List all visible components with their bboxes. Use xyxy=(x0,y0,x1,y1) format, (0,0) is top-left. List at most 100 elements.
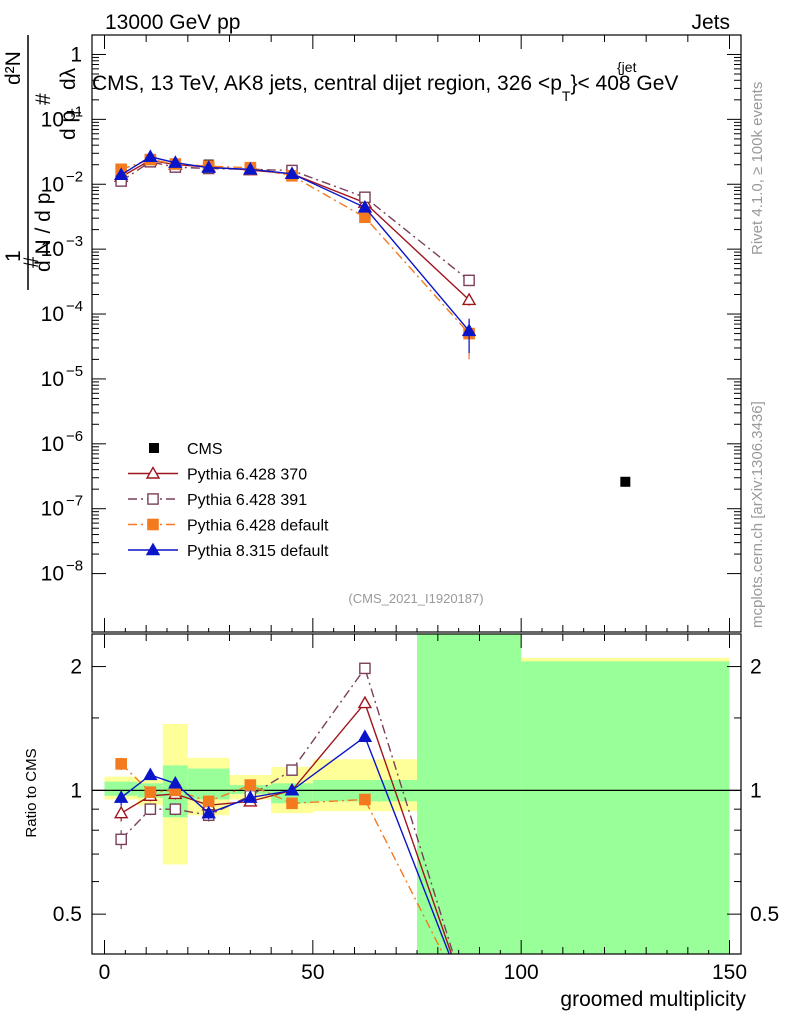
y-ratio-tick-label: 1 xyxy=(70,779,82,802)
main-series-line-4 xyxy=(120,156,470,332)
ratio-point-1-1 xyxy=(144,803,157,815)
y-main-tick-label: 10 xyxy=(41,433,64,456)
y-ratio-tick-label: 0.5 xyxy=(53,903,82,926)
main-point-4-0 xyxy=(113,167,129,180)
y-ratio-tick-label-right: 1 xyxy=(750,779,762,802)
plot-title: CMS, 13 TeV, AK8 jets, central dijet reg… xyxy=(92,72,678,104)
ratio-uncertainty-bands xyxy=(92,634,741,954)
ratio-point-3-4 xyxy=(243,790,258,803)
legend-label-1: Pythia 6.428 370 xyxy=(187,467,307,484)
svg-text:d²N: d²N xyxy=(2,51,25,85)
ratio-point-2-3 xyxy=(202,795,215,808)
y-main-tick-exponent: −6 xyxy=(66,428,83,445)
header-process: Jets xyxy=(691,11,730,34)
legend-label-3: Pythia 6.428 default xyxy=(187,518,329,535)
x-tick-label: 100 xyxy=(504,961,539,984)
y-main-tick-label: 10 xyxy=(41,498,64,521)
ratio-point-1-2 xyxy=(169,803,182,815)
main-point-4-5 xyxy=(284,166,300,179)
band-green-8 xyxy=(521,661,730,954)
y-main-tick-label: 10 xyxy=(41,108,64,131)
main-series-line-3 xyxy=(120,158,470,335)
ratio-point-3-2 xyxy=(168,775,183,789)
svg-text:#: # xyxy=(32,93,55,105)
main-point-4-4 xyxy=(243,161,258,175)
ratio-point-3-3 xyxy=(201,805,216,819)
ratio-y-axis-label: Ratio to CMS xyxy=(23,748,40,837)
y-main-tick-exponent: −8 xyxy=(66,558,83,575)
x-axis-label: groomed multiplicity xyxy=(560,988,746,1011)
svg-text:d p: d p xyxy=(57,111,80,140)
band-green-3 xyxy=(187,768,230,800)
y-main-tick-label: 1 xyxy=(70,43,82,66)
y-main-tick-exponent: −2 xyxy=(66,168,83,185)
main-point-2-7 xyxy=(463,274,475,287)
y-ratio-tick-label-right: 2 xyxy=(750,656,762,679)
legend-label-2: Pythia 6.428 391 xyxy=(187,492,307,509)
main-y-axis-label: # 1 d N / d p # d²N d p T dλ xyxy=(2,35,84,290)
header-energy: 13000 GeV pp xyxy=(105,11,240,34)
band-green-7 xyxy=(417,634,522,954)
plot-title-superscript: {jet xyxy=(617,59,637,75)
x-tick-label: 150 xyxy=(712,961,747,984)
y-main-tick-label: 10 xyxy=(41,368,64,391)
svg-text:#: # xyxy=(20,256,43,268)
analysis-id: (CMS_2021_I1920187) xyxy=(348,591,483,606)
ratio-point-1-0 xyxy=(115,833,127,846)
legend-marker-3 xyxy=(147,518,159,531)
x-tick-label: 50 xyxy=(301,961,324,984)
svg-text:dλ: dλ xyxy=(57,67,80,90)
ratio-point-3-0 xyxy=(113,790,129,803)
ratio-point-2-6 xyxy=(359,793,371,806)
svg-text:d N / d p: d N / d p xyxy=(32,193,55,272)
ratio-point-3-5 xyxy=(284,782,300,796)
y-main-tick-label: 10 xyxy=(41,173,64,196)
y-main-tick-exponent: −7 xyxy=(66,493,83,510)
ratio-point-2-0 xyxy=(115,758,127,770)
main-point-0-8 xyxy=(620,476,631,487)
main-point-4-7 xyxy=(461,323,477,337)
legend-label-4: Pythia 8.315 default xyxy=(187,543,329,560)
main-plot-series xyxy=(113,149,631,487)
ratio-point-3-1 xyxy=(143,767,158,781)
svg-text:T: T xyxy=(68,108,84,117)
y-main-tick-label: 10 xyxy=(41,238,64,261)
y-main-tick-label: 10 xyxy=(41,303,64,326)
y-ratio-tick-label: 2 xyxy=(70,656,82,679)
ratio-point-2-5 xyxy=(286,797,298,810)
ratio-point-0-0 xyxy=(113,805,129,819)
mcplots-label: mcplots.cern.ch [arXiv:1306.3436] xyxy=(749,401,766,628)
legend-marker-2 xyxy=(147,493,159,505)
y-main-tick-exponent: −4 xyxy=(66,298,83,315)
y-ratio-tick-label-right: 0.5 xyxy=(750,903,779,926)
legend-marker-1 xyxy=(145,466,161,479)
main-point-1-7 xyxy=(461,292,477,306)
main-point-4-6 xyxy=(357,199,373,213)
ratio-point-2-1 xyxy=(144,786,157,798)
ratio-point-2-4 xyxy=(244,779,257,791)
legend: CMS Pythia 6.428 370 Pythia 6.428 391 Pythi… xyxy=(128,441,329,560)
svg-text:1: 1 xyxy=(2,250,25,262)
legend-marker-cms xyxy=(149,443,159,453)
legend-label-0: CMS xyxy=(187,441,223,458)
y-main-tick-exponent: −5 xyxy=(66,363,83,380)
main-point-4-1 xyxy=(143,149,158,162)
axis-ticks xyxy=(92,35,741,954)
y-main-tick-label: 10 xyxy=(41,563,64,586)
main-point-4-3 xyxy=(201,160,216,173)
ratio-point-1-6 xyxy=(359,662,371,675)
y-main-tick-exponent: −1 xyxy=(66,103,83,120)
y-main-tick-exponent: −3 xyxy=(66,233,83,250)
ratio-point-0-6 xyxy=(357,695,373,709)
main-point-3-6 xyxy=(359,211,371,224)
x-tick-label: 0 xyxy=(99,961,111,984)
band-green-0 xyxy=(104,781,138,796)
main-point-4-2 xyxy=(168,155,183,168)
ratio-point-3-6 xyxy=(357,729,373,742)
ratio-point-1-5 xyxy=(286,764,298,776)
legend-marker-4 xyxy=(145,542,161,556)
ratio-plot-series xyxy=(113,662,454,954)
rivet-version-label: Rivet 4.1.0, ≥ 100k events xyxy=(749,82,766,255)
